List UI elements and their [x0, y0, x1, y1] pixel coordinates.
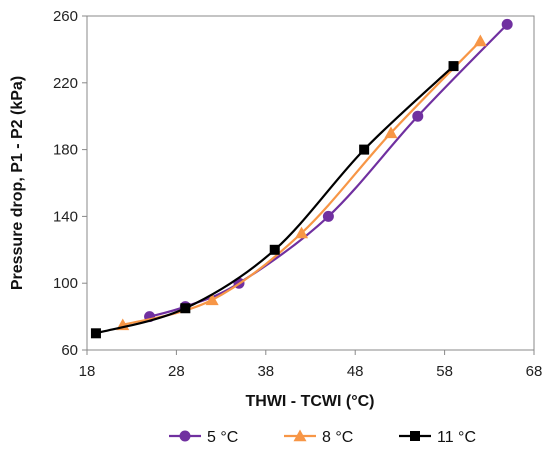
series-8c [116, 34, 487, 331]
legend: 5 °C 8 °C 11 °C [169, 429, 476, 446]
data-point-5c [412, 110, 424, 122]
legend-item-11c: 11 °C [399, 429, 476, 446]
legend-marker [293, 429, 307, 442]
plot-area-frame [86, 15, 535, 351]
data-point-11c [269, 244, 280, 255]
x-tick-label: 38 [257, 363, 274, 380]
legend-marker [410, 431, 420, 441]
y-tick-label: 180 [53, 142, 78, 159]
y-tick-label: 140 [53, 208, 78, 225]
data-point-11c [448, 61, 459, 72]
y-tick-label: 260 [53, 8, 78, 25]
data-point-11c [180, 303, 191, 314]
data-point-5c [322, 210, 334, 222]
y-axis-title: Pressure drop, P1 - P2 (kPa) [9, 76, 26, 290]
series-line-8c [122, 40, 482, 327]
x-tick-label: 58 [436, 363, 453, 380]
x-tick-label: 48 [347, 363, 364, 380]
data-point-8c [384, 126, 398, 139]
x-tick-label: 18 [79, 363, 96, 380]
legend-label: 8 °C [322, 429, 353, 446]
data-point-8c [205, 293, 219, 306]
y-tick-label: 100 [53, 275, 78, 292]
legend-item-5c: 5 °C [169, 429, 238, 446]
series-layer [90, 18, 513, 339]
legend-item-8c: 8 °C [284, 429, 353, 446]
data-point-11c [90, 328, 101, 339]
series-line-11c [95, 65, 455, 335]
y-tick-label: 60 [61, 342, 78, 359]
data-point-8c [473, 34, 487, 47]
data-point-11c [359, 144, 370, 155]
x-axis-title: THWI - TCWI (°C) [245, 393, 374, 410]
legend-label: 5 °C [207, 429, 238, 446]
legend-marker [179, 430, 191, 442]
ticks-layer: 18 28 38 48 58 68 60 100 140 180 220 260 [53, 8, 542, 380]
x-tick-label: 28 [168, 363, 185, 380]
series-11c [90, 61, 459, 339]
data-point-8c [295, 226, 309, 239]
x-tick-label: 68 [526, 363, 543, 380]
legend-label: 11 °C [437, 429, 476, 446]
y-tick-label: 220 [53, 75, 78, 92]
data-point-5c [501, 18, 513, 30]
